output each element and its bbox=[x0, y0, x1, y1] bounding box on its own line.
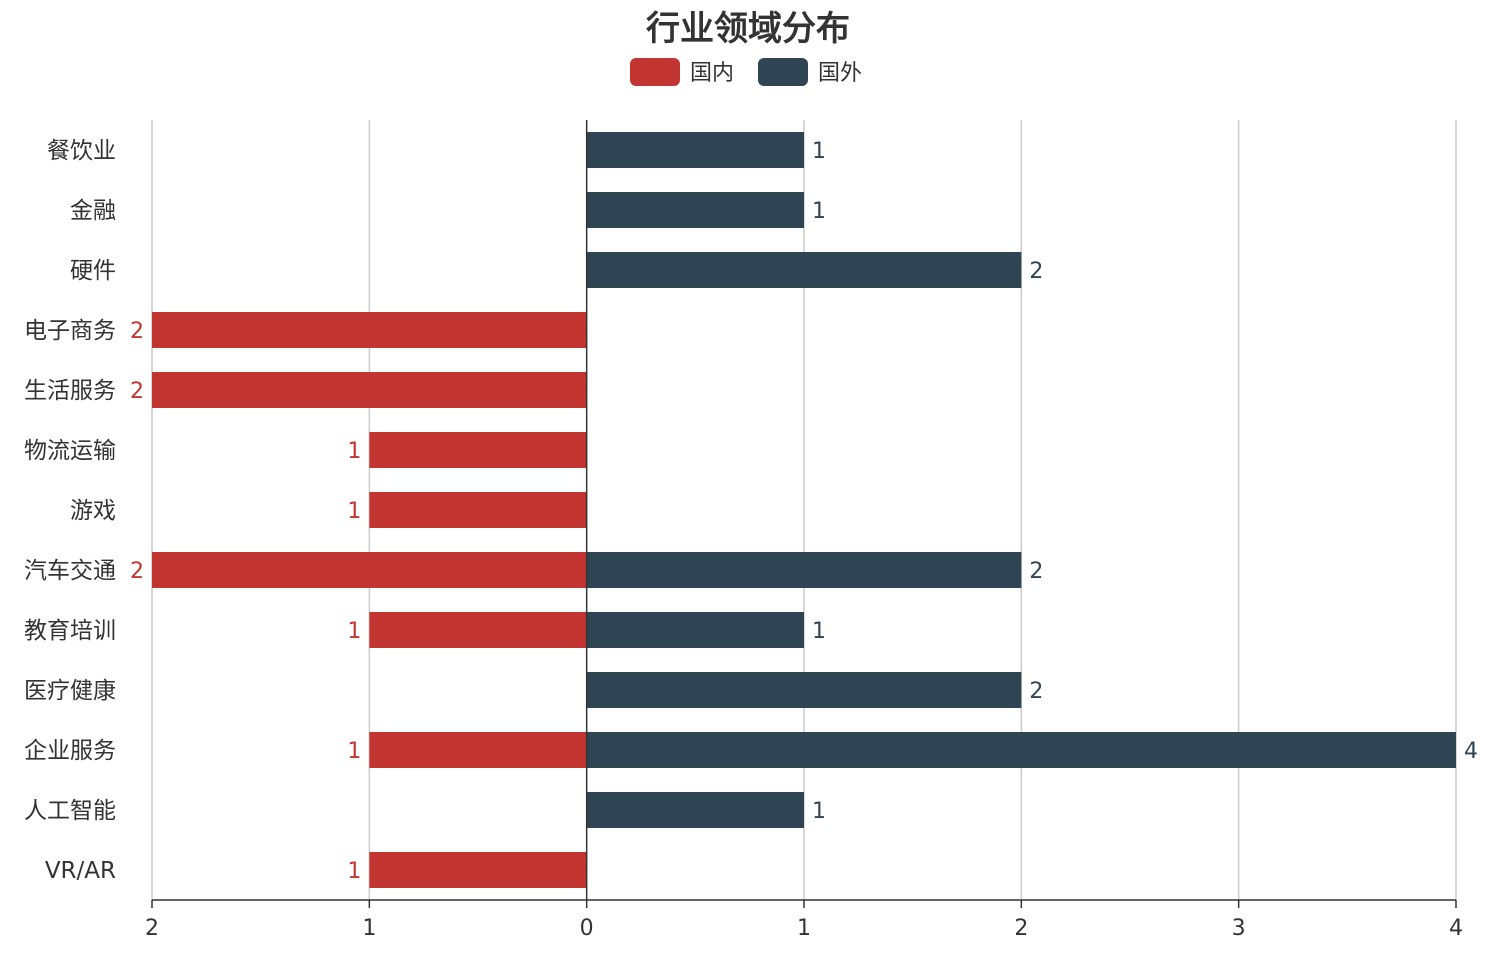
legend[interactable]: 国内 国外 bbox=[630, 58, 862, 86]
category-label-2: 硬件 bbox=[70, 258, 116, 284]
x-tick-label-3: 1 bbox=[797, 916, 811, 941]
bar-domestic-5 bbox=[369, 432, 587, 468]
legend-swatch-domestic bbox=[630, 58, 680, 86]
category-label-7: 汽车交通 bbox=[24, 558, 116, 584]
x-tick-label-0: 2 bbox=[145, 916, 159, 941]
category-label-0: 餐饮业 bbox=[47, 138, 116, 164]
bar-domestic-12 bbox=[369, 852, 587, 888]
bar-domestic-8 bbox=[369, 612, 587, 648]
value-label-foreign-7: 2 bbox=[1029, 559, 1043, 584]
value-labels: 2 2 1 1 2 1 1 1 1 1 2 2 1 2 4 1 bbox=[130, 139, 1478, 884]
axes bbox=[151, 120, 1457, 908]
value-label-foreign-2: 2 bbox=[1029, 259, 1043, 284]
bar-domestic-3 bbox=[152, 312, 587, 348]
grid bbox=[151, 120, 1457, 900]
legend-swatch-foreign bbox=[758, 58, 808, 86]
x-tick-label-5: 3 bbox=[1232, 916, 1246, 941]
category-label-11: 人工智能 bbox=[24, 798, 116, 824]
value-label-foreign-9: 2 bbox=[1029, 679, 1043, 704]
bar-foreign-11 bbox=[586, 792, 804, 828]
category-label-5: 物流运输 bbox=[24, 438, 116, 464]
category-labels: 餐饮业金融硬件电子商务生活服务物流运输游戏汽车交通教育培训医疗健康企业服务人工智… bbox=[24, 138, 116, 884]
category-label-3: 电子商务 bbox=[24, 318, 116, 344]
bar-foreign-2 bbox=[586, 252, 1022, 288]
legend-item-foreign[interactable]: 国外 bbox=[758, 58, 862, 86]
category-label-10: 企业服务 bbox=[24, 738, 116, 764]
value-label-domestic-3: 2 bbox=[130, 319, 144, 344]
value-label-domestic-7: 2 bbox=[130, 559, 144, 584]
bar-domestic-10 bbox=[369, 732, 587, 768]
category-label-8: 教育培训 bbox=[24, 618, 116, 644]
category-label-1: 金融 bbox=[70, 198, 116, 224]
bar-foreign-7 bbox=[586, 552, 1022, 588]
bars bbox=[152, 132, 1456, 888]
bar-foreign-8 bbox=[586, 612, 804, 648]
x-tick-label-6: 4 bbox=[1449, 916, 1463, 941]
value-label-domestic-10: 1 bbox=[347, 739, 361, 764]
category-label-12: VR/AR bbox=[45, 858, 116, 884]
x-tick-label-1: 1 bbox=[362, 916, 376, 941]
value-label-domestic-6: 1 bbox=[347, 499, 361, 524]
value-label-foreign-0: 1 bbox=[812, 139, 826, 164]
bar-domestic-6 bbox=[369, 492, 587, 528]
bar-foreign-1 bbox=[586, 192, 804, 228]
category-label-9: 医疗健康 bbox=[24, 678, 116, 704]
legend-item-domestic[interactable]: 国内 bbox=[630, 58, 734, 86]
legend-label-domestic: 国内 bbox=[690, 61, 734, 86]
x-tick-label-2: 0 bbox=[580, 916, 594, 941]
category-label-6: 游戏 bbox=[70, 498, 116, 524]
bar-domestic-7 bbox=[152, 552, 587, 588]
bar-foreign-10 bbox=[586, 732, 1456, 768]
value-label-foreign-1: 1 bbox=[812, 199, 826, 224]
bar-domestic-4 bbox=[152, 372, 587, 408]
chart-title: 行业领域分布 bbox=[646, 9, 850, 49]
value-label-domestic-4: 2 bbox=[130, 379, 144, 404]
value-label-foreign-10: 4 bbox=[1464, 739, 1478, 764]
bar-foreign-9 bbox=[586, 672, 1022, 708]
value-label-foreign-11: 1 bbox=[812, 799, 826, 824]
value-label-foreign-8: 1 bbox=[812, 619, 826, 644]
value-label-domestic-12: 1 bbox=[347, 859, 361, 884]
value-label-domestic-5: 1 bbox=[347, 439, 361, 464]
legend-label-foreign: 国外 bbox=[818, 61, 862, 86]
x-axis-tick-labels: 2 1 0 1 2 3 4 bbox=[145, 916, 1463, 941]
bar-foreign-0 bbox=[586, 132, 804, 168]
x-tick-label-4: 2 bbox=[1014, 916, 1028, 941]
category-label-4: 生活服务 bbox=[24, 378, 116, 404]
value-label-domestic-8: 1 bbox=[347, 619, 361, 644]
